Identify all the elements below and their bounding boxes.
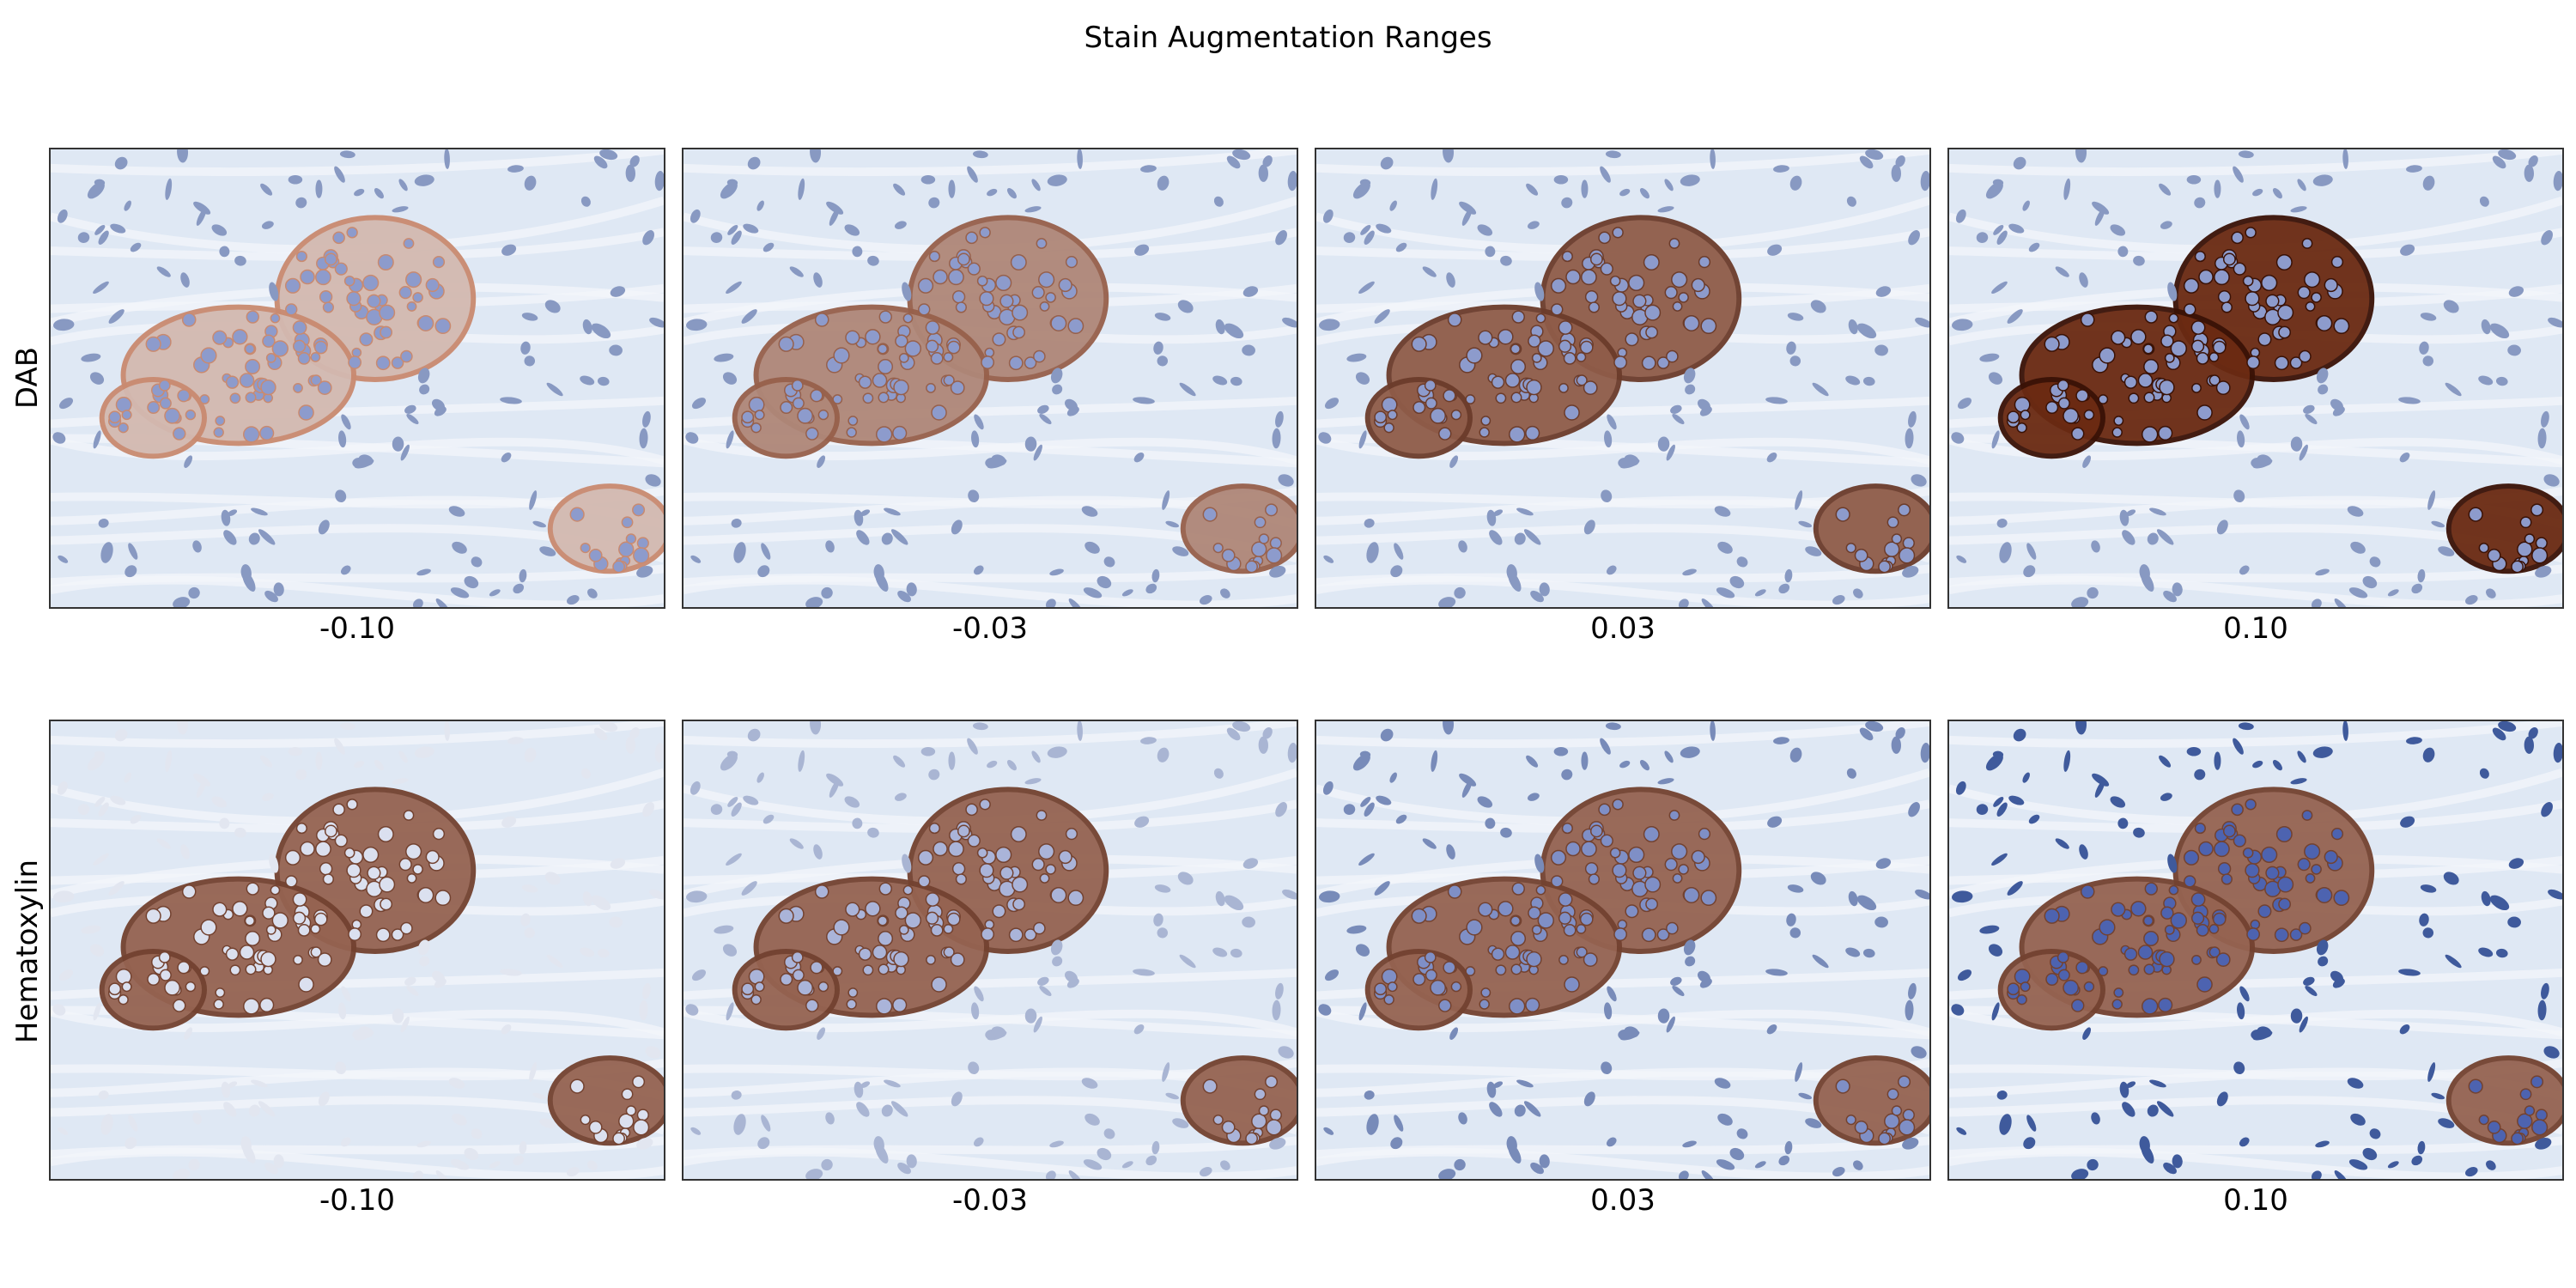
col-label-dab-1: -0.10 xyxy=(319,611,395,646)
col-label-hematoxylin-2: -0.03 xyxy=(952,1183,1028,1218)
panel-dab-1 xyxy=(49,148,665,609)
row-label-hematoxylin: Hematoxylin xyxy=(10,859,45,1044)
row-label-dab: DAB xyxy=(10,346,45,410)
panel-dab-4 xyxy=(1947,148,2564,609)
col-label-hematoxylin-4: 0.10 xyxy=(2223,1183,2288,1218)
panel-hematoxylin-2 xyxy=(682,720,1298,1181)
tissue-image xyxy=(1949,721,2562,1179)
tissue-image xyxy=(1316,721,1929,1179)
col-label-hematoxylin-1: -0.10 xyxy=(319,1183,395,1218)
col-label-dab-4: 0.10 xyxy=(2223,611,2288,646)
tissue-image xyxy=(51,721,664,1179)
panel-hematoxylin-1 xyxy=(49,720,665,1181)
tissue-image xyxy=(1316,149,1929,607)
figure-title: Stain Augmentation Ranges xyxy=(1084,21,1492,55)
panel-hematoxylin-4 xyxy=(1947,720,2564,1181)
tissue-image xyxy=(1949,149,2562,607)
panel-dab-2 xyxy=(682,148,1298,609)
tissue-image xyxy=(683,721,1297,1179)
col-label-dab-3: 0.03 xyxy=(1590,611,1656,646)
panel-dab-3 xyxy=(1315,148,1931,609)
col-label-hematoxylin-3: 0.03 xyxy=(1590,1183,1656,1218)
tissue-image xyxy=(683,149,1297,607)
panel-hematoxylin-3 xyxy=(1315,720,1931,1181)
col-label-dab-2: -0.03 xyxy=(952,611,1028,646)
tissue-image xyxy=(51,149,664,607)
